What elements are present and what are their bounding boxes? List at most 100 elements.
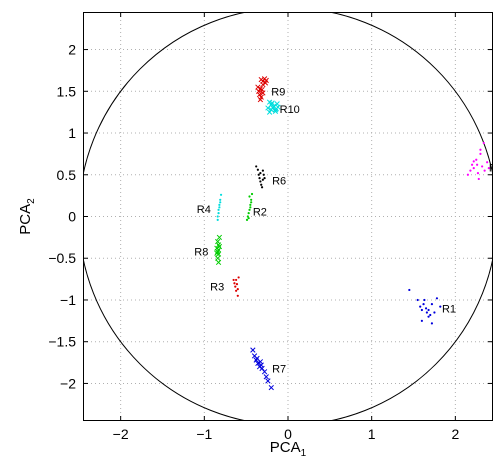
data-point (476, 163, 479, 166)
data-point (219, 193, 223, 196)
data-point (427, 315, 430, 318)
data-point (219, 201, 222, 204)
cluster-label-r4: R4 (197, 204, 211, 216)
data-point (268, 107, 274, 113)
data-point (269, 100, 275, 106)
data-point (218, 203, 221, 206)
y-tick-label: 0.5 (57, 167, 77, 183)
data-point (265, 378, 271, 384)
data-point (258, 177, 261, 180)
data-point (265, 105, 271, 111)
data-point (249, 206, 252, 209)
cluster-label-r: R (489, 162, 493, 174)
data-point (260, 186, 264, 189)
x-tick-label: 2 (451, 426, 459, 442)
series-r2 (245, 192, 254, 221)
data-point (217, 212, 220, 215)
data-point (466, 173, 469, 176)
data-point (486, 161, 489, 164)
data-point (420, 308, 423, 312)
data-point (261, 369, 268, 375)
data-point (258, 362, 264, 368)
x-tick-label: 0 (284, 426, 292, 442)
data-point (261, 169, 264, 172)
y-tick-label: −2 (60, 375, 76, 391)
x-axis-label: PCA1 (270, 439, 307, 459)
axis-ticks: −2 −1 0 1 2 −2 −1.5 −1 −0.5 0 0.5 1 1.5 2 (48, 12, 493, 442)
data-point (246, 215, 249, 218)
data-point (422, 303, 425, 306)
data-point (408, 288, 411, 292)
data-point (260, 81, 266, 88)
data-point (263, 374, 269, 380)
data-point (268, 384, 274, 391)
data-point (215, 247, 222, 253)
data-point (261, 178, 264, 181)
data-point (233, 282, 236, 285)
data-point (217, 208, 220, 211)
data-point (263, 177, 266, 180)
data-point (429, 313, 432, 317)
series-r4 (216, 193, 223, 221)
data-point (433, 311, 436, 314)
data-point (250, 201, 253, 204)
data-point (430, 303, 434, 306)
data-point (235, 283, 239, 286)
data-point (416, 298, 419, 302)
series-r3 (232, 276, 240, 297)
y-tick-label: 1.5 (57, 83, 77, 99)
data-point (215, 255, 221, 261)
data-point (475, 158, 478, 161)
data-point (479, 148, 482, 151)
data-point (247, 217, 250, 220)
y-tick-label: 2 (68, 42, 76, 58)
data-point (260, 183, 263, 186)
data-point (262, 80, 269, 86)
cluster-label-r3: R3 (210, 282, 224, 294)
data-point (481, 165, 484, 168)
data-point (214, 250, 220, 256)
data-point (255, 360, 261, 367)
data-point (234, 285, 237, 288)
grid-lines (83, 12, 493, 421)
data-point (255, 165, 258, 168)
data-point (249, 203, 252, 206)
series-r (466, 141, 490, 181)
data-point (218, 206, 221, 209)
y-tick-label: −1 (60, 292, 76, 308)
data-point (248, 208, 251, 211)
cluster-label-r10: R10 (280, 104, 300, 116)
data-point (259, 171, 262, 175)
data-point (262, 173, 265, 176)
data-point (472, 160, 475, 163)
data-point (250, 198, 253, 201)
data-point (235, 278, 238, 282)
cluster-label-r7: R7 (272, 363, 286, 375)
series-r7 (250, 347, 274, 391)
x-tick-label: 1 (368, 426, 376, 442)
data-point (266, 109, 273, 115)
data-point (273, 106, 279, 112)
x-tick-label: −2 (113, 426, 129, 442)
data-point (216, 218, 219, 221)
data-point (254, 355, 260, 362)
data-point (482, 141, 485, 145)
y-tick-label: 1 (68, 125, 76, 141)
data-point (255, 84, 261, 90)
data-point (215, 259, 222, 266)
series-r1 (408, 288, 442, 325)
cluster-label-r8: R8 (194, 247, 208, 259)
data-point (476, 171, 480, 175)
x-tick-label: −1 (196, 426, 212, 442)
data-point (479, 152, 482, 155)
data-point (236, 294, 239, 297)
data-point (232, 278, 235, 282)
data-point (425, 311, 428, 314)
data-point (259, 86, 265, 93)
data-point (435, 297, 439, 300)
cluster-label-r1: R1 (442, 303, 456, 315)
data-point (423, 298, 426, 302)
data-point (235, 289, 238, 292)
